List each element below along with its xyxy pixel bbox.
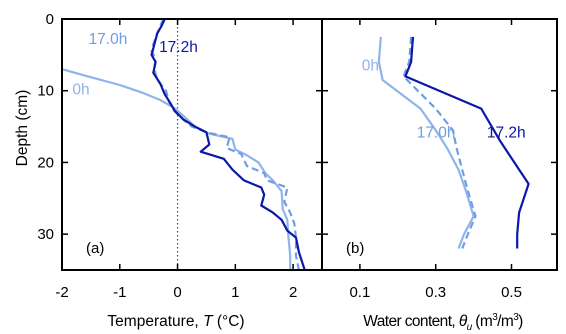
x-axis-label-temperature-prefix: Temperature,	[107, 313, 203, 330]
series-label-b-17-0h: 17.0h	[417, 124, 456, 141]
series-line-a-17-2h	[150, 18, 306, 271]
plot-frame-b	[321, 18, 558, 271]
x-axis-label-temperature-var: T	[203, 313, 214, 330]
x-tick-label-a: -1	[113, 284, 126, 301]
x-tick-label-a: -2	[55, 284, 68, 301]
x-axis-label-wc-sup-a: 3	[492, 312, 498, 323]
y-tick-label: 30	[37, 226, 54, 243]
x-axis-label-wc-unit-a: (m	[472, 313, 493, 330]
series-label-a-17-0h: 17.0h	[89, 31, 128, 48]
x-axis-label-temperature: Temperature, T (°C)	[107, 313, 244, 330]
x-tick-label-a: 2	[289, 284, 297, 301]
panel-b-water-content: 0h 17.0h 17.2h 0.1 0.3 0.5 (b)	[321, 18, 558, 301]
x-tick-label-b: 0.5	[501, 284, 522, 301]
x-tick-label-a: 1	[231, 284, 239, 301]
plot-frame-a	[61, 18, 323, 271]
series-line-b-0h	[377, 36, 475, 249]
y-tick-label: 0	[46, 11, 54, 28]
x-axis-label-wc-var: θ	[459, 313, 468, 330]
panel-tag-a: (a)	[86, 240, 104, 257]
series-label-b-0h: 0h	[362, 58, 379, 75]
series-label-a-0h: 0h	[72, 81, 89, 98]
series-label-b-17-2h: 17.2h	[487, 124, 526, 141]
x-tick-label-a: 0	[173, 284, 181, 301]
x-tick-label-b: 0.1	[349, 284, 370, 301]
x-axis-label-wc-prefix: Water content,	[363, 313, 459, 330]
x-axis-label-water-content: Water content, θu (m3/m3)	[363, 312, 523, 333]
series-line-a-0h	[61, 68, 292, 270]
x-axis-label-temperature-unit: (°C)	[213, 313, 245, 330]
series-line-b-17-2h	[404, 36, 530, 249]
x-axis-label-wc-sup-b: 3	[513, 312, 519, 323]
series-label-a-17-2h: 17.2h	[159, 39, 198, 56]
x-axis-label-wc-sub: u	[467, 322, 473, 333]
x-axis-label-wc-unit-b: /m	[497, 313, 513, 330]
panel-tag-b: (b)	[346, 240, 364, 257]
series-line-a-17-0h	[150, 18, 300, 271]
y-tick-label: 20	[37, 154, 54, 171]
x-tick-label-b: 0.3	[425, 284, 446, 301]
y-tick-label: 10	[37, 83, 54, 100]
series-line-b-17-0h	[402, 36, 477, 249]
x-axis-label-wc-unit-c: )	[518, 313, 523, 330]
y-axis-label: Depth (cm)	[14, 90, 31, 167]
